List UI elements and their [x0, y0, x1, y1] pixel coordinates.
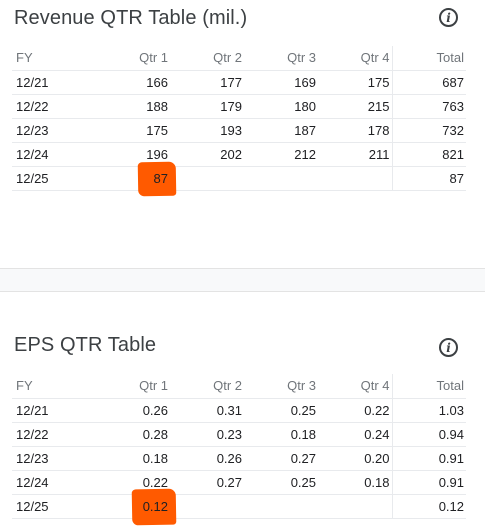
- table-row: 12/21 0.26 0.31 0.25 0.22 1.03: [12, 398, 466, 423]
- cell-total: 0.12: [391, 494, 466, 519]
- cell-qtr1: 0.26: [96, 398, 170, 423]
- column-header-total: Total: [391, 46, 466, 71]
- cell-qtr3: [244, 494, 318, 519]
- cell-qtr4: 0.20: [318, 446, 392, 471]
- table-header-row: FY Qtr 1 Qtr 2 Qtr 3 Qtr 4 Total: [12, 46, 466, 71]
- cell-value: 0.12: [142, 498, 168, 514]
- cell-total: 87: [391, 166, 466, 191]
- cell-qtr1-highlighted: 87: [96, 166, 170, 191]
- cell-qtr1: 0.28: [96, 422, 170, 447]
- eps-table-title: EPS QTR Table: [14, 334, 157, 356]
- cell-fy: 12/22: [12, 94, 96, 119]
- eps-qtr-table: FY Qtr 1 Qtr 2 Qtr 3 Qtr 4 Total 12/21 0…: [12, 374, 466, 519]
- cell-fy: 12/25: [12, 166, 96, 191]
- cell-fy: 12/25: [12, 494, 96, 519]
- cell-qtr2: 193: [170, 118, 244, 143]
- column-header-qtr3: Qtr 3: [244, 46, 318, 71]
- eps-qtr-card: EPS QTR Table i FY Qtr 1 Qtr 2 Qtr 3 Qtr…: [0, 292, 485, 528]
- cell-qtr2: [170, 494, 244, 519]
- cell-qtr4: 0.24: [318, 422, 392, 447]
- cell-qtr2: 202: [170, 142, 244, 167]
- cell-qtr1: 166: [96, 70, 170, 95]
- table-row: 12/21 166 177 169 175 687: [12, 70, 466, 95]
- cell-qtr1-highlighted: 0.12: [96, 494, 170, 519]
- cell-qtr3: [244, 166, 318, 191]
- column-header-fy: FY: [12, 46, 96, 71]
- table-row: 12/23 0.18 0.26 0.27 0.20 0.91: [12, 446, 466, 471]
- cell-fy: 12/24: [12, 142, 96, 167]
- column-header-qtr4: Qtr 4: [318, 374, 392, 399]
- cell-fy: 12/22: [12, 422, 96, 447]
- info-icon[interactable]: i: [439, 8, 458, 27]
- cell-qtr4: [318, 166, 392, 191]
- info-icon[interactable]: i: [439, 338, 458, 357]
- column-header-qtr2: Qtr 2: [170, 374, 244, 399]
- revenue-qtr-table: FY Qtr 1 Qtr 2 Qtr 3 Qtr 4 Total 12/21 1…: [12, 46, 466, 191]
- cell-qtr3: 0.25: [244, 398, 318, 423]
- cell-qtr1: 188: [96, 94, 170, 119]
- cell-qtr4: 211: [318, 142, 392, 167]
- cell-qtr1: 175: [96, 118, 170, 143]
- cell-qtr3: 0.18: [244, 422, 318, 447]
- cell-qtr3: 0.27: [244, 446, 318, 471]
- table-row: 12/25 87 87: [12, 166, 466, 191]
- column-header-qtr1: Qtr 1: [96, 374, 170, 399]
- cell-qtr4: 175: [318, 70, 392, 95]
- cell-qtr2: 0.26: [170, 446, 244, 471]
- cell-fy: 12/21: [12, 70, 96, 95]
- cell-qtr2: 0.31: [170, 398, 244, 423]
- cell-qtr4: 178: [318, 118, 392, 143]
- cell-qtr2: 0.27: [170, 470, 244, 495]
- table-row: 12/22 188 179 180 215 763: [12, 94, 466, 119]
- cell-total: 1.03: [391, 398, 466, 423]
- table-row: 12/23 175 193 187 178 732: [12, 118, 466, 143]
- column-header-qtr4: Qtr 4: [318, 46, 392, 71]
- cell-qtr3: 169: [244, 70, 318, 95]
- column-header-fy: FY: [12, 374, 96, 399]
- cell-qtr2: 179: [170, 94, 244, 119]
- cell-total: 732: [391, 118, 466, 143]
- cell-qtr4: 0.18: [318, 470, 392, 495]
- table-header-row: FY Qtr 1 Qtr 2 Qtr 3 Qtr 4 Total: [12, 374, 466, 399]
- cell-total: 821: [391, 142, 466, 167]
- cell-total: 0.91: [391, 446, 466, 471]
- column-header-total: Total: [391, 374, 466, 399]
- column-header-qtr1: Qtr 1: [96, 46, 170, 71]
- cell-qtr3: 187: [244, 118, 318, 143]
- cell-qtr1: 0.18: [96, 446, 170, 471]
- revenue-table-title: Revenue QTR Table (mil.): [14, 7, 248, 29]
- cell-qtr4: [318, 494, 392, 519]
- section-divider: [0, 268, 485, 292]
- cell-qtr4: 0.22: [318, 398, 392, 423]
- column-header-qtr3: Qtr 3: [244, 374, 318, 399]
- table-row: 12/22 0.28 0.23 0.18 0.24 0.94: [12, 422, 466, 447]
- cell-qtr3: 180: [244, 94, 318, 119]
- table-row: 12/25 0.12 0.12: [12, 494, 466, 519]
- cell-fy: 12/23: [12, 446, 96, 471]
- table-row: 12/24 196 202 212 211 821: [12, 142, 466, 167]
- cell-qtr4: 215: [318, 94, 392, 119]
- cell-total: 687: [391, 70, 466, 95]
- cell-total: 0.94: [391, 422, 466, 447]
- cell-qtr3: 0.25: [244, 470, 318, 495]
- table-row: 12/24 0.22 0.27 0.25 0.18 0.91: [12, 470, 466, 495]
- cell-value: 87: [153, 170, 168, 186]
- cell-qtr3: 212: [244, 142, 318, 167]
- cell-fy: 12/24: [12, 470, 96, 495]
- cell-fy: 12/23: [12, 118, 96, 143]
- cell-fy: 12/21: [12, 398, 96, 423]
- cell-total: 763: [391, 94, 466, 119]
- revenue-qtr-card: Revenue QTR Table (mil.) i FY Qtr 1 Qtr …: [0, 0, 485, 268]
- cell-qtr2: [170, 166, 244, 191]
- cell-total: 0.91: [391, 470, 466, 495]
- column-header-qtr2: Qtr 2: [170, 46, 244, 71]
- cell-qtr2: 177: [170, 70, 244, 95]
- cell-qtr2: 0.23: [170, 422, 244, 447]
